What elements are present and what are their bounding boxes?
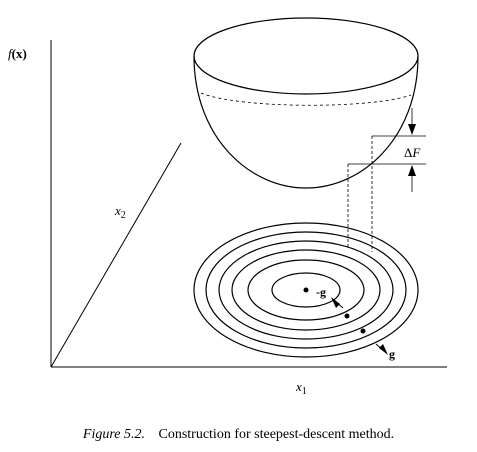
delta-f-indicator	[347, 108, 426, 252]
horizontal-axis-label: x1	[295, 379, 307, 397]
caption-text: Construction for steepest-descent method…	[158, 427, 395, 442]
delta-f-var: F	[411, 145, 421, 160]
delta-f-label: ΔF	[404, 145, 421, 160]
horizontal-axis-var: x	[295, 379, 302, 394]
depth-axis-var: x	[114, 203, 121, 218]
horizontal-axis-sub: 1	[302, 386, 307, 397]
neg-gradient-arrowhead	[331, 297, 340, 308]
bowl-body	[193, 55, 419, 189]
contour-1	[193, 222, 419, 358]
gradient-arrowhead	[379, 344, 388, 355]
figure-caption: Figure 5.2. Construction for steepest-de…	[0, 427, 477, 443]
axes	[50, 40, 447, 368]
descent-point	[344, 313, 350, 319]
paraboloid-bowl	[193, 17, 419, 189]
bowl-level-line	[200, 92, 412, 106]
vertical-axis-label: f(x)	[8, 46, 27, 61]
contour-5	[247, 259, 365, 321]
delta-symbol: Δ	[404, 145, 412, 160]
neg-gradient-label: -g	[316, 285, 326, 299]
gradient-point	[360, 328, 366, 334]
contour-ellipses	[193, 222, 419, 358]
minimum-point	[303, 287, 309, 293]
depth-axis-sub: 2	[121, 210, 126, 221]
depth-axis-label: x2	[114, 203, 126, 221]
contour-2	[205, 231, 407, 349]
bowl-rim	[193, 17, 419, 95]
delta-f-lower-arrowhead	[408, 165, 416, 176]
function-argument: (x)	[12, 46, 27, 61]
contour-3	[218, 240, 394, 340]
delta-f-upper-arrowhead	[408, 124, 416, 135]
contour-6	[271, 272, 341, 308]
contour-4	[231, 249, 381, 331]
function-letter: f	[8, 46, 14, 61]
depth-axis	[50, 142, 182, 368]
caption-label: Figure 5.2.	[82, 427, 145, 442]
gradient-label: g	[389, 347, 395, 361]
